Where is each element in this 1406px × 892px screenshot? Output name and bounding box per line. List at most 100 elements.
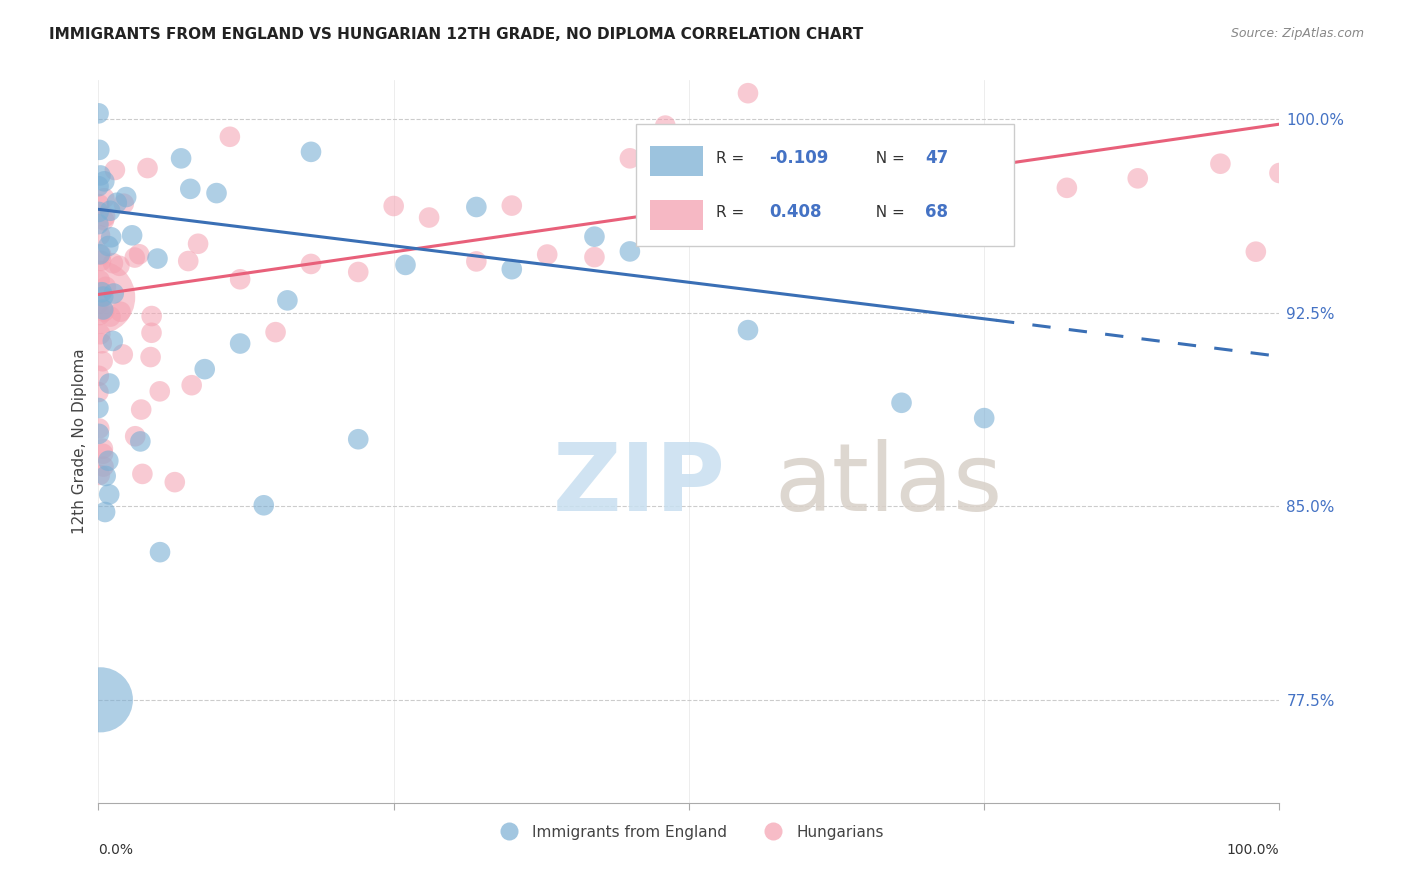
Point (87, 197, 110, 211)
Point (87, 297, 110, 311)
Point (94, 505, 117, 519)
Point (139, 350, 162, 364)
Point (299, 145, 322, 159)
Point (89, 327, 111, 342)
Point (87, 426, 110, 441)
Bar (650, 200, 703, 230)
Point (89, 421, 111, 435)
Point (536, 247, 558, 261)
Y-axis label: 12th Grade, No Diploma: 12th Grade, No Diploma (72, 349, 87, 534)
Point (91, 442, 114, 456)
Text: 0.408: 0.408 (769, 203, 821, 221)
Point (87, 401, 110, 415)
Point (97, 454, 120, 468)
Point (91, 354, 114, 368)
Point (205, 186, 228, 200)
Point (101, 334, 124, 348)
Point (583, 250, 606, 264)
Point (90, 248, 112, 262)
Point (108, 259, 131, 273)
Point (1244, 244, 1267, 259)
Point (347, 432, 370, 446)
Point (890, 135, 912, 149)
Point (129, 434, 152, 449)
Text: Source: ZipAtlas.com: Source: ZipAtlas.com (1230, 27, 1364, 40)
Point (93, 174, 115, 188)
Point (177, 254, 200, 268)
Text: IMMIGRANTS FROM ENGLAND VS HUNGARIAN 12TH GRADE, NO DIPLOMA CORRELATION CHART: IMMIGRANTS FROM ENGLAND VS HUNGARIAN 12T… (49, 27, 863, 42)
Point (89, 693, 111, 707)
Point (276, 293, 298, 308)
Point (100, 230, 122, 244)
Point (97, 239, 120, 253)
Point (465, 254, 488, 268)
Point (124, 429, 146, 443)
Point (93, 304, 115, 318)
Text: 0.0%: 0.0% (98, 843, 134, 856)
Point (702, 212, 724, 227)
Text: 68: 68 (925, 203, 948, 221)
Point (94, 210, 117, 224)
Text: N =: N = (866, 151, 910, 166)
FancyBboxPatch shape (636, 124, 1014, 246)
Point (890, 396, 912, 410)
Text: ZIP: ZIP (553, 439, 725, 531)
Point (180, 378, 202, 392)
Point (98, 203, 121, 218)
Point (87, 385, 110, 400)
Point (104, 163, 127, 178)
Point (163, 475, 186, 490)
Point (91, 447, 114, 461)
Point (131, 467, 153, 481)
Point (973, 411, 995, 425)
Point (112, 196, 135, 211)
Point (141, 326, 163, 340)
Point (149, 384, 172, 399)
Bar (650, 145, 703, 176)
Point (149, 545, 172, 559)
Point (87, 217, 110, 231)
Point (1056, 181, 1078, 195)
Point (179, 182, 201, 196)
Point (654, 119, 676, 133)
Point (394, 258, 416, 272)
Point (264, 325, 287, 339)
Text: atlas: atlas (773, 439, 1002, 531)
Point (229, 272, 252, 286)
Point (465, 200, 488, 214)
Point (90, 285, 112, 300)
Point (583, 229, 606, 244)
Point (170, 152, 193, 166)
Point (1209, 157, 1232, 171)
Point (619, 151, 641, 165)
Legend: Immigrants from England, Hungarians: Immigrants from England, Hungarians (488, 819, 890, 846)
Point (100, 310, 122, 324)
Point (98, 376, 121, 391)
Point (194, 362, 217, 376)
Point (382, 199, 405, 213)
Point (619, 244, 641, 259)
Point (128, 247, 150, 261)
Point (87, 106, 110, 120)
Point (94, 469, 117, 483)
Point (87, 368, 110, 383)
Point (91, 302, 114, 317)
Point (418, 211, 440, 225)
Point (1268, 166, 1291, 180)
Point (253, 498, 276, 512)
Point (737, 86, 759, 100)
Point (87, 290, 110, 304)
Point (93, 459, 115, 474)
Point (87, 179, 110, 194)
Point (229, 336, 252, 351)
Point (124, 251, 146, 265)
Point (90, 253, 112, 268)
Point (101, 256, 124, 270)
Point (91, 289, 114, 303)
Point (218, 129, 240, 144)
Point (299, 257, 322, 271)
Point (973, 136, 995, 151)
Point (501, 262, 523, 277)
Point (93, 191, 115, 205)
Point (89, 273, 111, 287)
